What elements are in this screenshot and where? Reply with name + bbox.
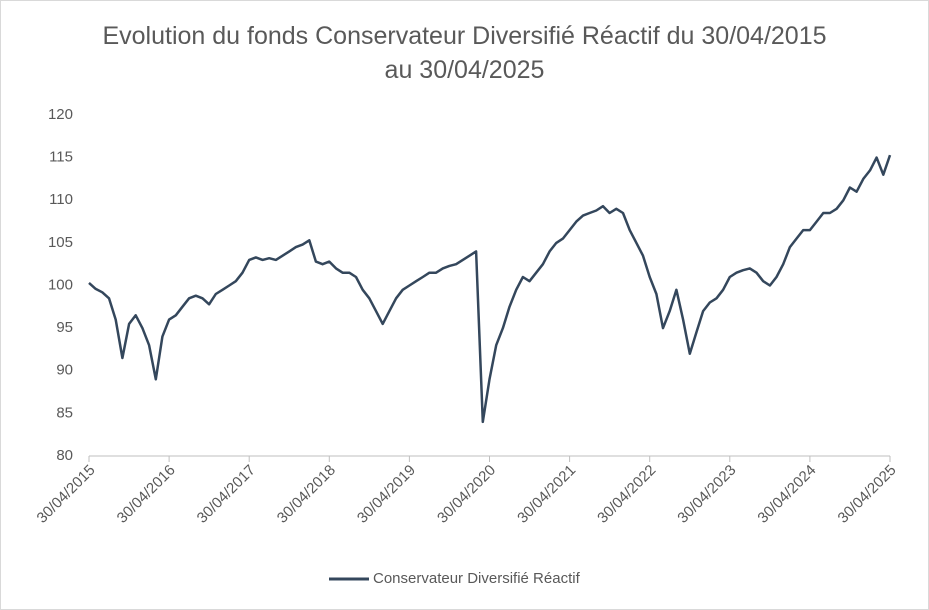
x-tick-label: 30/04/2019: [354, 462, 419, 527]
y-tick-label: 80: [56, 447, 73, 464]
x-tick-label: 30/04/2018: [274, 462, 339, 527]
x-tick-label: 30/04/2021: [514, 462, 579, 527]
x-tick-label: 30/04/2020: [434, 462, 499, 527]
y-tick-label: 120: [48, 106, 73, 123]
x-tick-label: 30/04/2015: [34, 462, 99, 527]
legend-label: Conservateur Diversifié Réactif: [373, 570, 581, 587]
x-tick-label: 30/04/2016: [114, 462, 179, 527]
y-tick-label: 105: [48, 234, 73, 251]
y-tick-label: 100: [48, 276, 73, 293]
y-tick-label: 110: [49, 191, 73, 208]
x-tick-label: 30/04/2017: [194, 462, 259, 527]
chart-title: Evolution du fonds Conservateur Diversif…: [102, 22, 827, 84]
y-tick-label: 95: [56, 319, 73, 336]
y-tick-label: 85: [56, 404, 73, 421]
x-tick-label: 30/04/2023: [674, 462, 739, 527]
y-tick-label: 90: [56, 362, 73, 379]
x-tick-label: 30/04/2024: [754, 462, 819, 527]
x-tick-label: 30/04/2022: [594, 462, 659, 527]
y-tick-label: 115: [49, 149, 73, 166]
series-line: [88, 154, 892, 424]
x-tick-label: 30/04/2025: [835, 462, 900, 527]
